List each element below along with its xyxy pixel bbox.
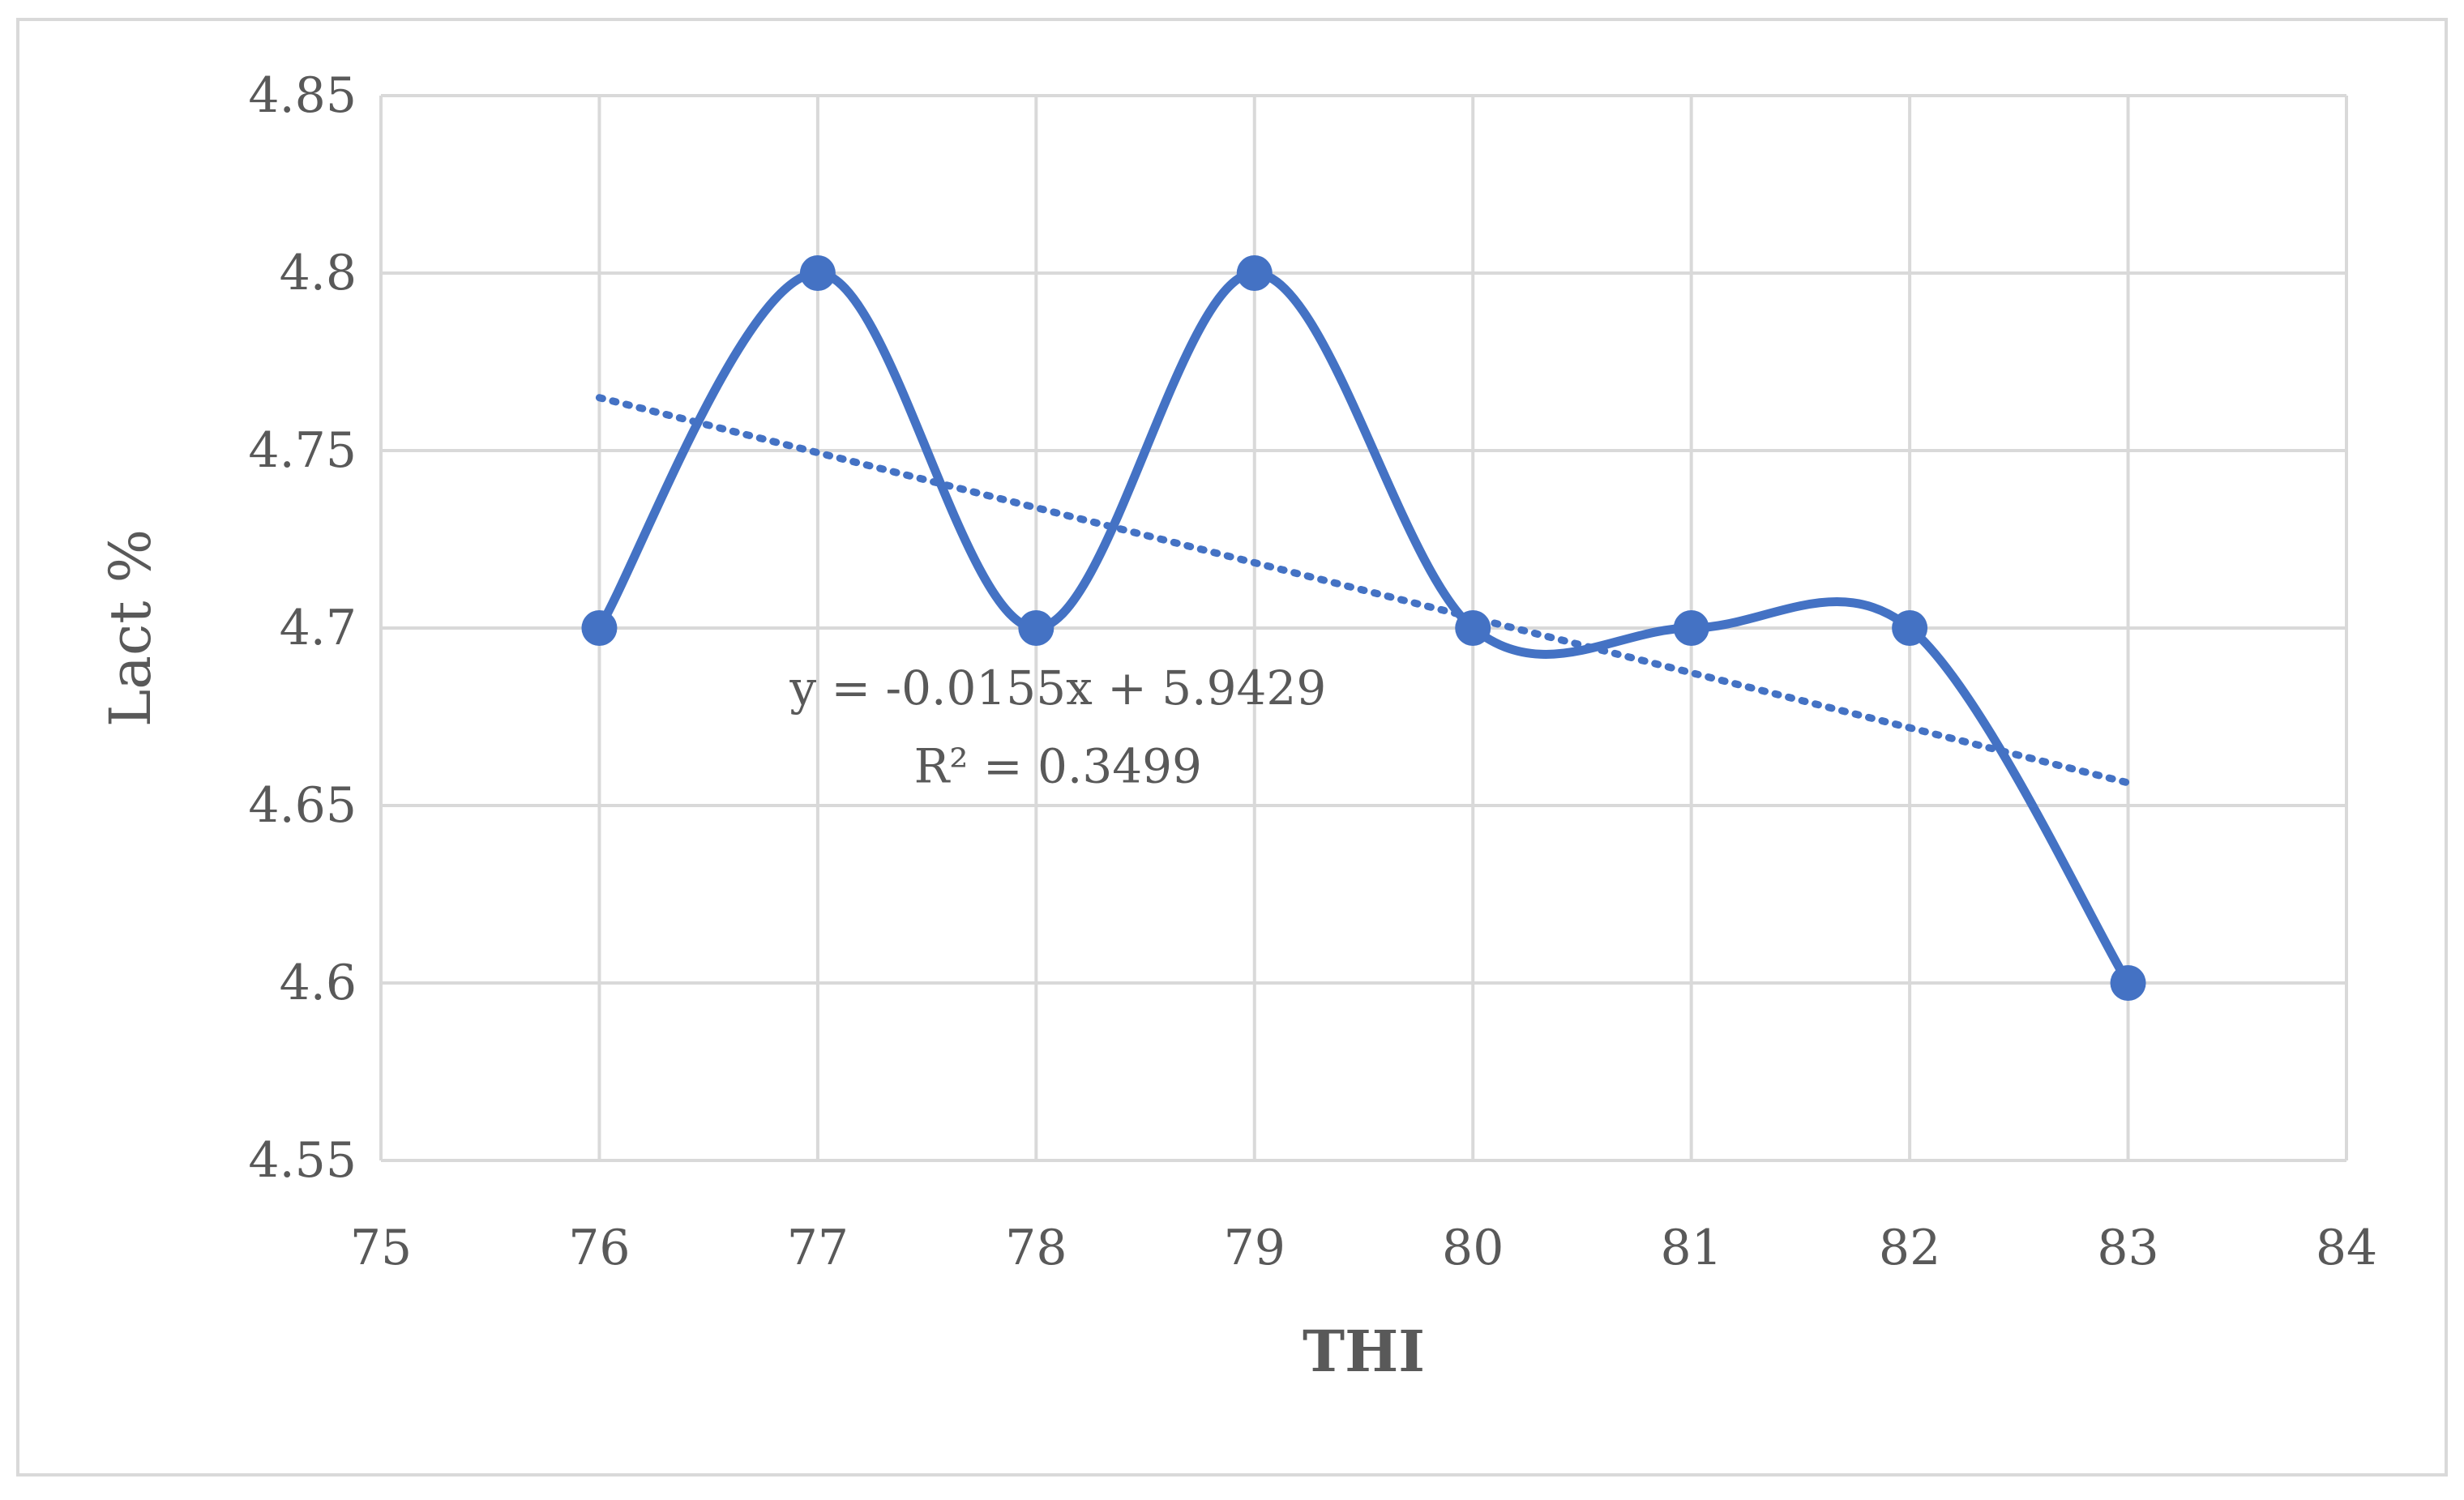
trendline [595, 394, 2132, 787]
x-tick-label: 77 [787, 1220, 849, 1276]
y-tick-label: 4.75 [248, 422, 357, 479]
data-points [581, 255, 2146, 1001]
y-tick-label: 4.55 [248, 1132, 357, 1189]
data-point [1673, 610, 1709, 646]
y-axis-ticks: 4.55 4.6 4.65 4.7 4.75 4.8 4.85 [248, 67, 357, 1189]
data-point [581, 610, 618, 646]
trendline-r-squared: R² = 0.3499 [914, 739, 1202, 794]
x-tick-label: 82 [1879, 1220, 1940, 1276]
y-tick-label: 4.7 [280, 600, 357, 656]
grid [379, 94, 2348, 1162]
y-tick-label: 4.6 [280, 955, 357, 1011]
x-tick-label: 80 [1442, 1220, 1504, 1276]
x-tick-label: 76 [568, 1220, 630, 1276]
y-axis-title: Lact % [97, 529, 164, 727]
y-tick-label: 4.8 [280, 245, 357, 301]
series-line [594, 268, 2133, 988]
data-point [799, 255, 836, 291]
data-point [1236, 255, 1273, 291]
x-tick-label: 75 [350, 1220, 412, 1276]
x-tick-label: 79 [1224, 1220, 1285, 1276]
x-tick-label: 78 [1005, 1220, 1067, 1276]
x-axis-ticks: 75 76 77 78 79 80 81 82 83 84 [350, 1220, 2377, 1276]
x-tick-label: 84 [2316, 1220, 2377, 1276]
y-tick-label: 4.65 [248, 777, 357, 834]
data-point [1018, 610, 1054, 646]
trendline-equation: y = -0.0155x + 5.9429 [789, 660, 1326, 716]
x-tick-label: 83 [2097, 1220, 2158, 1276]
data-point [1455, 610, 1491, 646]
data-point [2110, 965, 2146, 1001]
y-tick-label: 4.85 [248, 67, 357, 124]
data-point [1892, 610, 1928, 646]
x-tick-label: 81 [1660, 1220, 1722, 1276]
chart-frame [16, 18, 2448, 1476]
x-axis-title: THI [1303, 1318, 1425, 1385]
